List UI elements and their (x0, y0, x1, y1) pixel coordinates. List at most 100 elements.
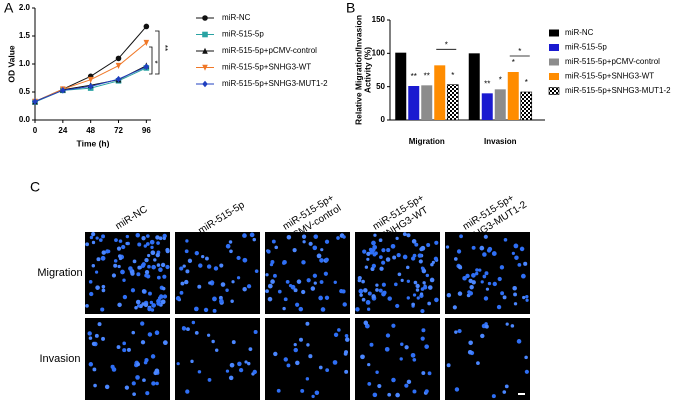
nucleus (135, 375, 140, 380)
nucleus (238, 367, 244, 373)
nucleus (415, 288, 420, 292)
nucleus (197, 370, 202, 374)
nucleus (342, 235, 346, 239)
nucleus (487, 246, 493, 252)
nucleus (300, 388, 305, 393)
significance: * (499, 75, 502, 84)
nucleus (122, 278, 126, 282)
bar (520, 91, 533, 121)
nucleus (504, 384, 509, 389)
series-line (34, 42, 147, 102)
nucleus (157, 296, 162, 300)
legend-label: miR-515-5p+pCMV-control (565, 57, 660, 66)
bracket (149, 46, 153, 75)
nucleus (87, 331, 92, 336)
scale-bar (518, 393, 525, 395)
nucleus (155, 252, 160, 258)
nucleus (411, 302, 415, 307)
legend-label: miR-515-5p+pCMV-control (222, 46, 317, 55)
nucleus (421, 371, 426, 376)
nucleus (482, 252, 487, 257)
nucleus (404, 345, 409, 350)
nucleus (276, 388, 281, 393)
nucleus (236, 255, 241, 261)
nucleus (301, 234, 307, 239)
nucleus (318, 365, 323, 370)
nucleus (511, 251, 515, 255)
nucleus (361, 297, 366, 302)
nucleus (248, 347, 253, 352)
column-label: miR-NC (114, 204, 150, 232)
nucleus (523, 261, 528, 266)
nucleus (225, 243, 231, 249)
nucleus (244, 360, 248, 364)
nucleus (265, 273, 269, 277)
y-axis-label: Relative Migration/Invasion (353, 15, 363, 125)
row-label: Invasion (40, 353, 81, 365)
nucleus (126, 347, 131, 352)
nucleus (231, 280, 235, 284)
nucleus (295, 360, 300, 366)
nucleus (162, 340, 168, 346)
marker (115, 75, 122, 83)
micrograph (265, 232, 350, 314)
nucleus (201, 254, 205, 259)
nucleus (369, 342, 374, 347)
nucleus (91, 341, 96, 346)
nucleus (402, 254, 408, 260)
nucleus (394, 282, 398, 287)
nucleus (91, 264, 96, 268)
nucleus (274, 245, 279, 250)
nucleus (505, 322, 509, 326)
nucleus (427, 371, 432, 376)
nucleus (522, 295, 526, 300)
marker (202, 64, 208, 71)
nucleus (283, 297, 288, 302)
nucleus (468, 340, 473, 346)
nucleus (421, 268, 427, 274)
nucleus (320, 248, 324, 252)
nucleus (85, 303, 89, 308)
nucleus (136, 304, 141, 308)
legend-label: miR-515-5p+SNHG3-MUT1-2 (222, 79, 328, 88)
nucleus (324, 239, 330, 244)
nucleus (179, 266, 184, 271)
nucleus (131, 381, 136, 386)
nucleus (372, 244, 378, 250)
nucleus (85, 242, 90, 247)
nucleus (467, 350, 473, 355)
nucleus (155, 235, 160, 240)
micrograph (175, 318, 260, 400)
micrograph (85, 232, 170, 314)
significance: * (512, 58, 515, 67)
nucleus (417, 253, 423, 258)
nucleus (484, 271, 489, 276)
nucleus (125, 234, 130, 239)
nucleus (211, 339, 215, 344)
nucleus (100, 255, 106, 261)
nucleus (131, 330, 136, 335)
bar (507, 72, 519, 120)
nucleus (434, 240, 439, 245)
nucleus (371, 240, 376, 246)
nucleus (149, 239, 155, 245)
nucleus (295, 302, 300, 307)
nucleus (135, 232, 141, 238)
nucleus (186, 327, 190, 332)
row-label: Migration (37, 267, 82, 279)
bar (481, 93, 493, 120)
nucleus (404, 383, 409, 388)
nucleus (333, 280, 337, 284)
nucleus (184, 249, 189, 254)
nucleus (420, 308, 425, 314)
nucleus (88, 280, 93, 284)
marker (202, 15, 208, 21)
nucleus (457, 264, 462, 269)
nucleus (427, 301, 432, 306)
nucleus (242, 233, 247, 238)
nucleus (156, 263, 161, 267)
nucleus (122, 341, 127, 346)
nucleus (424, 389, 429, 394)
nucleus (122, 348, 127, 353)
